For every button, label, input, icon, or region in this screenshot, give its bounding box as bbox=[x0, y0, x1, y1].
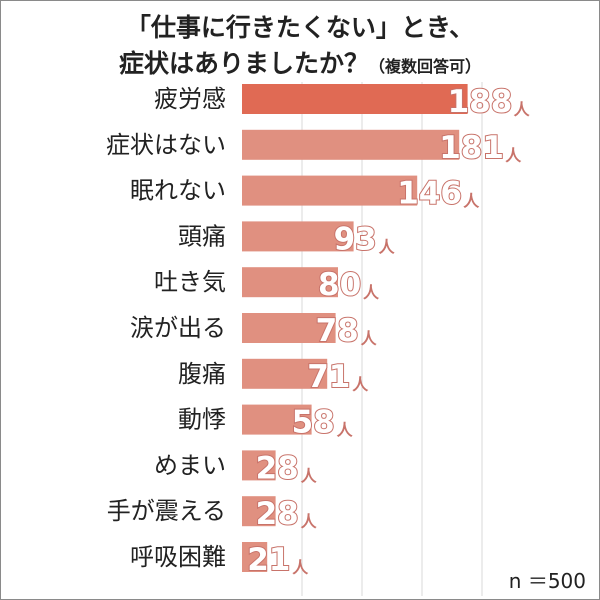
unit-label: 人 bbox=[301, 466, 318, 485]
value-label: 188 bbox=[448, 84, 513, 120]
value-label: 28 bbox=[256, 450, 299, 486]
unit-label: 人 bbox=[363, 283, 380, 302]
bar-7 bbox=[242, 404, 312, 435]
bar-1 bbox=[242, 129, 460, 160]
bar-0 bbox=[242, 84, 468, 114]
unit-label: 人 bbox=[337, 421, 354, 440]
chart-title-line-2: 症状はありましたか？（複数回答可） bbox=[0, 44, 600, 80]
bar-6 bbox=[242, 358, 328, 389]
category-label: 吐き気 bbox=[154, 268, 226, 296]
bar-3 bbox=[242, 221, 354, 252]
category-label: 腹痛 bbox=[178, 360, 226, 388]
bar-8 bbox=[242, 450, 276, 481]
category-label: 呼吸困難 bbox=[130, 543, 226, 571]
unit-label: 人 bbox=[505, 146, 522, 165]
bar-4 bbox=[242, 267, 338, 298]
category-label: 涙が出る bbox=[130, 314, 226, 342]
chart-title-question: 症状はありましたか？ bbox=[118, 49, 369, 78]
category-label: 疲労感 bbox=[154, 85, 226, 113]
category-label: 手が震える bbox=[107, 497, 226, 525]
unit-label: 人 bbox=[301, 512, 318, 531]
value-label: 93 bbox=[334, 221, 377, 257]
unit-label: 人 bbox=[292, 558, 309, 577]
category-label: 眠れない bbox=[130, 177, 226, 205]
value-label: 71 bbox=[307, 359, 350, 395]
value-label: 78 bbox=[316, 313, 359, 349]
value-label: 58 bbox=[292, 405, 335, 441]
value-label: 146 bbox=[397, 176, 462, 212]
bar-5 bbox=[242, 313, 336, 343]
category-label: 頭痛 bbox=[178, 222, 226, 250]
category-label: めまい bbox=[154, 451, 226, 479]
value-label: 28 bbox=[256, 496, 299, 532]
category-label: 症状はない bbox=[106, 131, 226, 159]
unit-label: 人 bbox=[514, 100, 531, 119]
chart-title-note: （複数回答可） bbox=[369, 57, 482, 76]
bar-2 bbox=[242, 175, 418, 206]
bar-10 bbox=[242, 542, 268, 572]
unit-label: 人 bbox=[379, 237, 396, 256]
value-label: 21 bbox=[247, 542, 290, 578]
category-label: 動悸 bbox=[178, 406, 226, 434]
bar-9 bbox=[242, 496, 276, 527]
sample-size-note: n ＝500 bbox=[508, 569, 586, 593]
value-label: 80 bbox=[318, 267, 361, 303]
unit-label: 人 bbox=[463, 192, 480, 211]
unit-label: 人 bbox=[361, 329, 378, 348]
chart-title-line-1: 「仕事に行きたくない」とき、 bbox=[125, 13, 475, 42]
value-label: 181 bbox=[439, 130, 504, 166]
unit-label: 人 bbox=[352, 375, 369, 394]
